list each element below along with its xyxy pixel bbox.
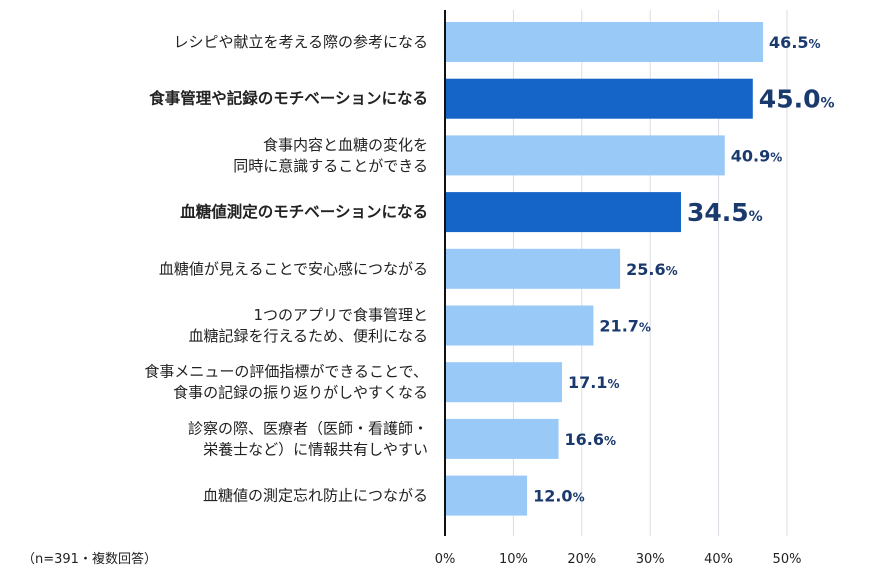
value-label: 12.0% [533, 487, 585, 506]
value-label: 21.7% [599, 317, 651, 336]
value-label: 40.9% [731, 146, 783, 165]
bar [445, 418, 559, 459]
value-label: 16.6% [565, 430, 617, 449]
value-label: 45.0% [759, 85, 835, 114]
x-tick-labels: 0% 10% 20% 30% 40% 50% [435, 552, 802, 567]
category-label: 診察の際、医療者（医師・看護師・ [188, 419, 428, 437]
bar [445, 475, 528, 516]
bar [445, 305, 594, 346]
category-label: レシピや献立を考える際の参考になる [173, 33, 428, 51]
category-labels: レシピや献立を考える際の参考になる食事管理や記録のモチベーションになる食事内容と… [144, 33, 428, 505]
category-label: 食事管理や記録のモチベーションになる [148, 89, 428, 108]
category-label: 血糖値が見えることで安心感につながる [159, 260, 428, 278]
x-tick-label: 20% [567, 552, 596, 567]
bar [445, 248, 621, 289]
x-tick-label: 40% [704, 552, 733, 567]
value-label: 25.6% [626, 260, 678, 279]
category-label: 血糖値の測定忘れ防止につながる [203, 487, 428, 505]
category-label: 食事の記録の振り返りがしやすくなる [173, 384, 428, 402]
bars [445, 22, 764, 516]
value-label: 46.5% [769, 33, 821, 52]
x-tick-label: 10% [499, 552, 528, 567]
category-label: 血糖記録を行えるため、便利になる [188, 327, 428, 345]
category-label: 血糖値測定のモチベーションになる [180, 202, 428, 221]
category-label: 食事内容と血糖の変化を [263, 136, 428, 154]
category-label: 1つのアプリで食事管理と [253, 306, 428, 324]
bar [445, 22, 764, 62]
x-tick-label: 50% [773, 552, 802, 567]
category-label: 同時に意識することができる [233, 157, 428, 175]
bar [445, 78, 753, 119]
category-label: 栄養士など）に情報共有しやすい [203, 440, 428, 458]
bar [445, 362, 562, 403]
value-labels: 46.5% 45.0% 40.9% 34.5% 25.6% 21.7% 17.1% 16.6%… [533, 33, 834, 506]
x-tick-label: 0% [435, 552, 456, 567]
x-tick-label: 30% [636, 552, 665, 567]
sample-note: （n=391・複数回答） [22, 551, 157, 567]
value-label: 34.5% [687, 198, 763, 227]
category-label: 食事メニューの評価指標ができることで、 [144, 363, 428, 381]
bar [445, 192, 681, 233]
bar [445, 135, 725, 176]
value-label: 17.1% [568, 373, 620, 392]
